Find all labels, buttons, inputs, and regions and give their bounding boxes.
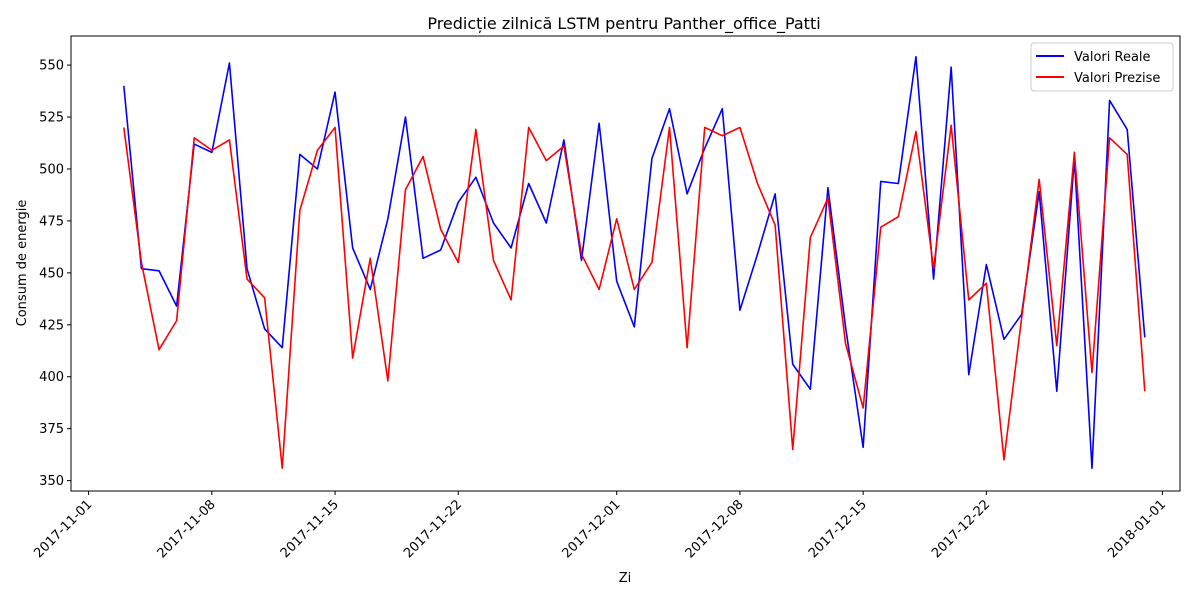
x-tick-label: 2017-11-08 — [155, 497, 219, 561]
series-line-valori-reale — [123, 55, 1146, 469]
y-tick-label: 400 — [39, 370, 64, 385]
x-tick-label: 2017-11-22 — [401, 497, 465, 561]
x-tick-label: 2017-12-08 — [683, 497, 747, 561]
x-tick-label: 2017-11-01 — [31, 497, 95, 561]
x-tick-label: 2017-12-01 — [559, 497, 623, 561]
y-tick-label: 475 — [39, 214, 64, 229]
y-tick-label: 500 — [39, 162, 64, 177]
y-tick-label: 375 — [39, 422, 64, 437]
chart-title: Predicție zilnică LSTM pentru Panther_of… — [427, 14, 820, 34]
x-tick-label: 2018-01-01 — [1105, 497, 1169, 561]
plot-frame — [70, 35, 1181, 492]
legend: Valori Reale Valori Prezise — [1030, 42, 1174, 92]
y-tick-label: 525 — [39, 111, 64, 126]
y-tick-label: 550 — [39, 59, 64, 74]
y-tick-label: 350 — [39, 474, 64, 489]
legend-label-valori-prezise: Valori Prezise — [1074, 71, 1160, 86]
legend-label-valori-reale: Valori Reale — [1074, 50, 1151, 65]
x-axis-label: Zi — [619, 571, 632, 586]
y-axis-label: Consum de energie — [15, 200, 30, 327]
y-tick-label: 450 — [39, 266, 64, 281]
x-tick-label: 2017-12-22 — [929, 497, 993, 561]
y-axis-ticks: 350 375 400 425 450 475 500 525 550 — [39, 59, 71, 489]
x-tick-label: 2017-11-15 — [278, 497, 342, 561]
plot-lines — [123, 55, 1146, 469]
series-line-valori-prezise — [123, 124, 1146, 469]
legend-box — [1030, 42, 1174, 92]
y-tick-label: 425 — [39, 318, 64, 333]
x-tick-label: 2017-12-15 — [806, 497, 870, 561]
x-axis-ticks: 2017-11-01 2017-11-08 2017-11-15 2017-11-22… — [31, 491, 1169, 561]
